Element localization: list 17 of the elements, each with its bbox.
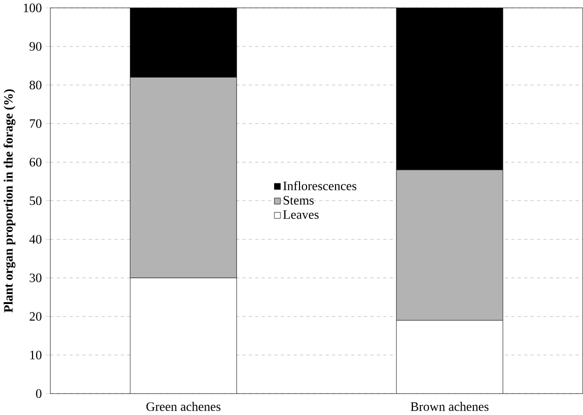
y-tick-label: 70 [30, 120, 42, 128]
legend-label: Stems [284, 196, 314, 205]
y-tick-label: 80 [30, 80, 42, 90]
y-axis-title: Plant organ proportion in the forage (%) [4, 90, 16, 313]
y-tick-label: 30 [30, 274, 42, 282]
y-tick-label: 60 [30, 158, 42, 167]
y-tick-label: 40 [29, 235, 42, 244]
y-tick-label: 100 [24, 4, 42, 12]
legend-label: Inflorescences [283, 181, 356, 191]
y-tick-label: 20 [30, 312, 42, 322]
y-tick-label: 50 [30, 196, 42, 206]
x-tick-label: Brown achenes [410, 402, 488, 412]
y-tick-label: 0 [36, 390, 42, 398]
y-tick-label: 90 [30, 42, 42, 52]
x-tick-label: Green achenes [146, 402, 220, 412]
legend-label: Leaves [283, 210, 319, 220]
y-tick-label: 10 [30, 350, 42, 360]
